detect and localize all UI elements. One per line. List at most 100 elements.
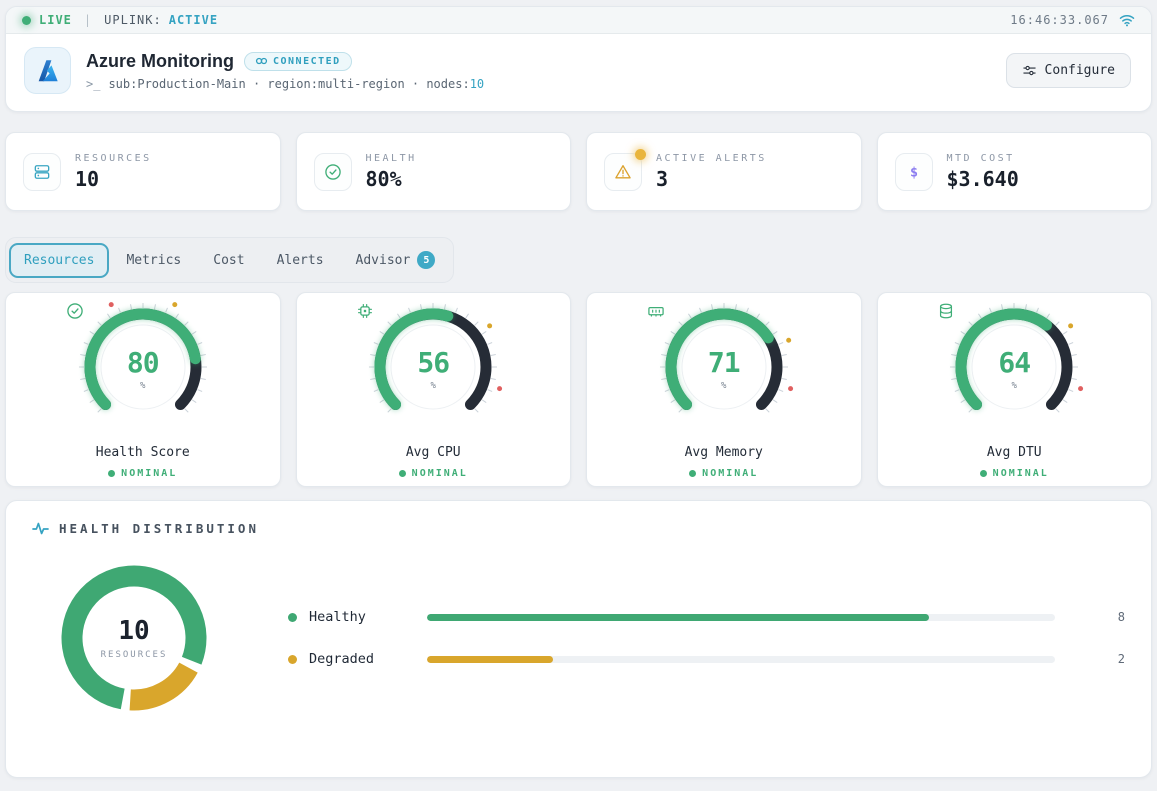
stat-label: MTD COST [947,153,1019,164]
donut-total-label: RESOURCES [101,650,168,660]
status-dot [108,470,115,477]
status-text: NOMINAL [993,468,1049,479]
advisor-count-badge: 5 [417,251,435,269]
status-dot [980,470,987,477]
stat-value: $3.640 [947,167,1019,191]
gauge-label: Avg Memory [685,445,763,460]
connected-badge-label: CONNECTED [273,56,341,67]
header-main: Azure Monitoring CONNECTED >_ sub:Produc… [6,34,1151,94]
tabs-container: Resources Metrics Cost Alerts Advisor 5 [5,237,454,283]
uplink-label: UPLINK: [104,13,162,27]
degraded-bar-fill [427,656,553,663]
cpu-icon [355,301,375,321]
link-icon [255,56,268,66]
healthy-dot [288,613,297,622]
status-text: NOMINAL [121,468,177,479]
stat-card-cost: $ MTD COST $3.640 [877,132,1153,211]
status-text: NOMINAL [412,468,468,479]
degraded-bar-track [427,656,1055,663]
stat-card-health: HEALTH 80% [296,132,572,211]
gauge-value: 56 [417,349,449,377]
tab-label: Alerts [277,253,324,268]
tabs-row: Resources Metrics Cost Alerts Advisor 5 [5,237,454,283]
stat-label: RESOURCES [75,153,152,164]
tab-alerts[interactable]: Alerts [262,243,339,278]
configure-button-label: Configure [1045,63,1115,78]
healthy-bar-track [427,614,1055,621]
check-circle-icon [314,153,352,191]
stats-row: RESOURCES 10 HEALTH 80% [5,132,1152,211]
gauge-status: NOMINAL [399,468,468,479]
legend-label: Healthy [309,609,427,625]
legend-value: 2 [1095,652,1125,666]
legend-row-degraded: Degraded 2 [288,651,1125,667]
meta-text: sub:Production-Main · region:multi-regio… [108,77,469,91]
azure-logo [24,47,71,94]
activity-pulse-icon [32,521,49,536]
nodes-count: 10 [470,77,484,91]
gauge-unit: % [1012,381,1017,391]
memory-icon [646,301,666,321]
gauge-label: Health Score [96,445,190,460]
gauge-status: NOMINAL [689,468,758,479]
stat-card-alerts: ACTIVE ALERTS 3 [586,132,862,211]
azure-logo-icon [34,57,62,85]
legend-label: Degraded [309,651,427,667]
gauge-value: 80 [127,349,159,377]
legend-row-healthy: Healthy 8 [288,609,1125,625]
gauges-row: 80 % Health Score NOMINAL [5,292,1152,487]
stat-value: 10 [75,167,152,191]
tab-label: Metrics [126,253,181,268]
gauge-card-health-score: 80 % Health Score NOMINAL [5,292,281,487]
tab-cost[interactable]: Cost [198,243,259,278]
gauge-unit: % [140,381,145,391]
gauge-card-avg-dtu: 64 % Avg DTU NOMINAL [877,292,1153,487]
wifi-icon [1119,13,1135,27]
stat-card-resources: RESOURCES 10 [5,132,281,211]
distribution-legend: Healthy 8 Degraded 2 [288,609,1125,667]
page-title: Azure Monitoring [86,51,234,72]
gauge-unit: % [431,381,436,391]
stat-label: HEALTH [366,153,417,164]
clock: 16:46:33.067 [1010,13,1109,27]
tab-advisor[interactable]: Advisor 5 [341,241,451,279]
stat-value: 80% [366,167,417,191]
tab-label: Cost [213,253,244,268]
dollar-icon: $ [895,153,933,191]
sliders-icon [1022,63,1037,78]
subscription-meta: >_ sub:Production-Main · region:multi-re… [86,77,484,91]
healthy-bar-fill [427,614,929,621]
warning-triangle-icon [604,153,642,191]
legend-value: 8 [1095,610,1125,624]
gauge-status: NOMINAL [980,468,1049,479]
tab-label: Advisor [356,253,411,268]
alert-ping-dot [635,149,646,160]
tab-label: Resources [24,253,94,268]
gauge-label: Avg DTU [987,445,1042,460]
section-title: HEALTH DISTRIBUTION [59,521,259,536]
stat-label: ACTIVE ALERTS [656,153,767,164]
configure-button[interactable]: Configure [1006,53,1131,88]
stat-value: 3 [656,167,767,191]
gauge-card-avg-cpu: 56 % Avg CPU NOMINAL [296,292,572,487]
terminal-prompt-icon: >_ [86,77,100,91]
status-dot [399,470,406,477]
health-distribution-card: HEALTH DISTRIBUTION 10 RESOURCES Healthy… [5,500,1152,778]
azure-monitoring-dashboard: LIVE | UPLINK: ACTIVE 16:46:33.067 [0,0,1157,791]
live-label: LIVE [39,13,72,27]
status-dot [689,470,696,477]
svg-text:$: $ [909,165,917,180]
gauge-value: 71 [708,349,740,377]
tab-metrics[interactable]: Metrics [111,243,196,278]
gauge-value: 64 [998,349,1030,377]
database-icon [936,301,956,321]
live-indicator-dot [22,16,31,25]
tab-resources[interactable]: Resources [9,243,109,278]
gauge-status: NOMINAL [108,468,177,479]
donut-total: 10 [118,616,149,646]
strip-separator: | [84,13,92,27]
gauge-card-avg-memory: 71 % Avg Memory NOMINAL [586,292,862,487]
status-text: NOMINAL [702,468,758,479]
gauge-label: Avg CPU [406,445,461,460]
uplink-status: ACTIVE [169,13,218,27]
